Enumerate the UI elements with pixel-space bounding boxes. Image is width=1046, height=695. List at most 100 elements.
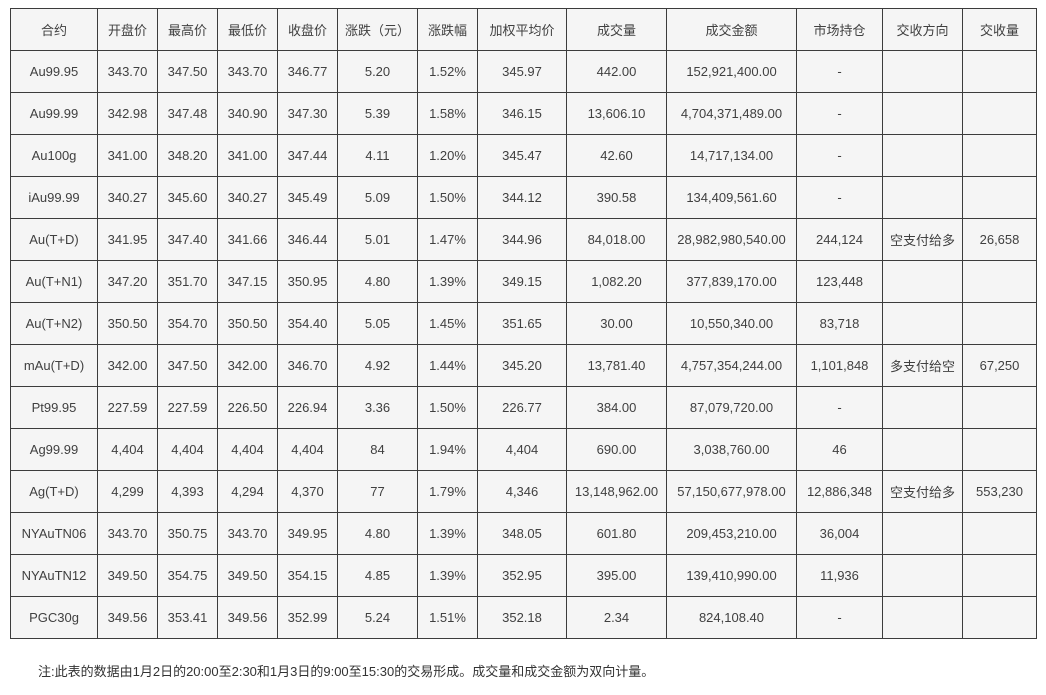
cell-delivery-direction: 空支付给多 — [882, 218, 963, 261]
cell-close: 349.95 — [277, 512, 338, 555]
cell-open: 4,299 — [97, 470, 158, 513]
cell-open-interest: 11,936 — [796, 554, 883, 597]
cell-close: 347.44 — [277, 134, 338, 177]
col-header-delivery-direction: 交收方向 — [882, 8, 963, 51]
cell-close: 347.30 — [277, 92, 338, 135]
cell-vwap: 345.97 — [477, 50, 567, 93]
cell-high: 353.41 — [157, 596, 218, 639]
cell-delivery-volume — [962, 302, 1037, 345]
cell-open: 349.50 — [97, 554, 158, 597]
cell-turnover: 4,757,354,244.00 — [666, 344, 797, 387]
table-row: mAu(T+D) 342.00 347.50 342.00 346.70 4.92 1.44… — [10, 344, 1037, 387]
header-row: 合约 开盘价 最高价 最低价 收盘价 涨跌（元） 涨跌幅 加权平均价 成交量 成… — [10, 8, 1037, 51]
cell-delivery-volume — [962, 554, 1037, 597]
cell-low: 341.66 — [217, 218, 278, 261]
cell-open: 342.98 — [97, 92, 158, 135]
cell-delivery-volume: 67,250 — [962, 344, 1037, 387]
cell-high: 4,404 — [157, 428, 218, 471]
cell-close: 4,404 — [277, 428, 338, 471]
cell-contract: Au(T+N1) — [10, 260, 98, 303]
col-header-open: 开盘价 — [97, 8, 158, 51]
cell-delivery-direction — [882, 176, 963, 219]
cell-vwap: 226.77 — [477, 386, 567, 429]
cell-turnover: 4,704,371,489.00 — [666, 92, 797, 135]
cell-high: 354.70 — [157, 302, 218, 345]
cell-delivery-direction — [882, 512, 963, 555]
cell-delivery-volume — [962, 50, 1037, 93]
cell-contract: Ag(T+D) — [10, 470, 98, 513]
cell-low: 350.50 — [217, 302, 278, 345]
cell-change-yuan: 4.85 — [337, 554, 418, 597]
cell-contract: NYAuTN06 — [10, 512, 98, 555]
cell-volume: 30.00 — [566, 302, 667, 345]
cell-change-yuan: 5.05 — [337, 302, 418, 345]
cell-change-yuan: 4.11 — [337, 134, 418, 177]
cell-close: 346.70 — [277, 344, 338, 387]
cell-volume: 395.00 — [566, 554, 667, 597]
cell-close: 346.77 — [277, 50, 338, 93]
cell-vwap: 344.12 — [477, 176, 567, 219]
cell-change-yuan: 84 — [337, 428, 418, 471]
cell-open-interest: - — [796, 596, 883, 639]
col-header-change-pct: 涨跌幅 — [417, 8, 478, 51]
cell-change-yuan: 4.92 — [337, 344, 418, 387]
cell-turnover: 3,038,760.00 — [666, 428, 797, 471]
table-row: Pt99.95 227.59 227.59 226.50 226.94 3.36 1.50%… — [10, 386, 1037, 429]
cell-contract: Au(T+D) — [10, 218, 98, 261]
footnote: 注:此表的数据由1月2日的20:00至2:30和1月3日的9:00至15:30的… — [38, 664, 655, 679]
cell-turnover: 152,921,400.00 — [666, 50, 797, 93]
cell-open: 227.59 — [97, 386, 158, 429]
cell-change-yuan: 5.01 — [337, 218, 418, 261]
cell-delivery-direction — [882, 50, 963, 93]
cell-close: 4,370 — [277, 470, 338, 513]
table-row: Ag99.99 4,404 4,404 4,404 4,404 84 1.94% 4,404 6… — [10, 428, 1037, 471]
table-row: NYAuTN12 349.50 354.75 349.50 354.15 4.85 1.39… — [10, 554, 1037, 597]
cell-change-pct: 1.51% — [417, 596, 478, 639]
cell-close: 354.15 — [277, 554, 338, 597]
table-row: Au(T+N2) 350.50 354.70 350.50 354.40 5.05 1.45… — [10, 302, 1037, 345]
cell-delivery-volume — [962, 596, 1037, 639]
cell-open: 4,404 — [97, 428, 158, 471]
cell-volume: 1,082.20 — [566, 260, 667, 303]
cell-delivery-volume — [962, 260, 1037, 303]
cell-delivery-volume — [962, 386, 1037, 429]
cell-low: 343.70 — [217, 512, 278, 555]
cell-open-interest: 36,004 — [796, 512, 883, 555]
cell-vwap: 349.15 — [477, 260, 567, 303]
cell-delivery-volume — [962, 134, 1037, 177]
cell-change-pct: 1.39% — [417, 554, 478, 597]
cell-low: 4,404 — [217, 428, 278, 471]
cell-change-pct: 1.44% — [417, 344, 478, 387]
cell-open: 350.50 — [97, 302, 158, 345]
cell-turnover: 87,079,720.00 — [666, 386, 797, 429]
table-row: PGC30g 349.56 353.41 349.56 352.99 5.24 1.51% 3… — [10, 596, 1037, 639]
cell-delivery-volume — [962, 92, 1037, 135]
cell-delivery-direction — [882, 428, 963, 471]
col-header-vwap: 加权平均价 — [477, 8, 567, 51]
cell-contract: NYAuTN12 — [10, 554, 98, 597]
cell-vwap: 352.18 — [477, 596, 567, 639]
cell-contract: mAu(T+D) — [10, 344, 98, 387]
cell-turnover: 377,839,170.00 — [666, 260, 797, 303]
cell-open-interest: - — [796, 386, 883, 429]
cell-change-yuan: 5.24 — [337, 596, 418, 639]
table-row: Au(T+N1) 347.20 351.70 347.15 350.95 4.80 1.39… — [10, 260, 1037, 303]
cell-change-pct: 1.94% — [417, 428, 478, 471]
cell-open-interest: - — [796, 134, 883, 177]
cell-close: 226.94 — [277, 386, 338, 429]
cell-turnover: 139,410,990.00 — [666, 554, 797, 597]
cell-volume: 390.58 — [566, 176, 667, 219]
cell-change-pct: 1.50% — [417, 386, 478, 429]
col-header-high: 最高价 — [157, 8, 218, 51]
col-header-change-yuan: 涨跌（元） — [337, 8, 418, 51]
cell-turnover: 209,453,210.00 — [666, 512, 797, 555]
cell-high: 348.20 — [157, 134, 218, 177]
cell-change-pct: 1.50% — [417, 176, 478, 219]
cell-delivery-direction — [882, 92, 963, 135]
cell-low: 341.00 — [217, 134, 278, 177]
cell-vwap: 352.95 — [477, 554, 567, 597]
cell-volume: 42.60 — [566, 134, 667, 177]
table-row: Ag(T+D) 4,299 4,393 4,294 4,370 77 1.79% 4,346 1… — [10, 470, 1037, 513]
cell-open-interest: 83,718 — [796, 302, 883, 345]
